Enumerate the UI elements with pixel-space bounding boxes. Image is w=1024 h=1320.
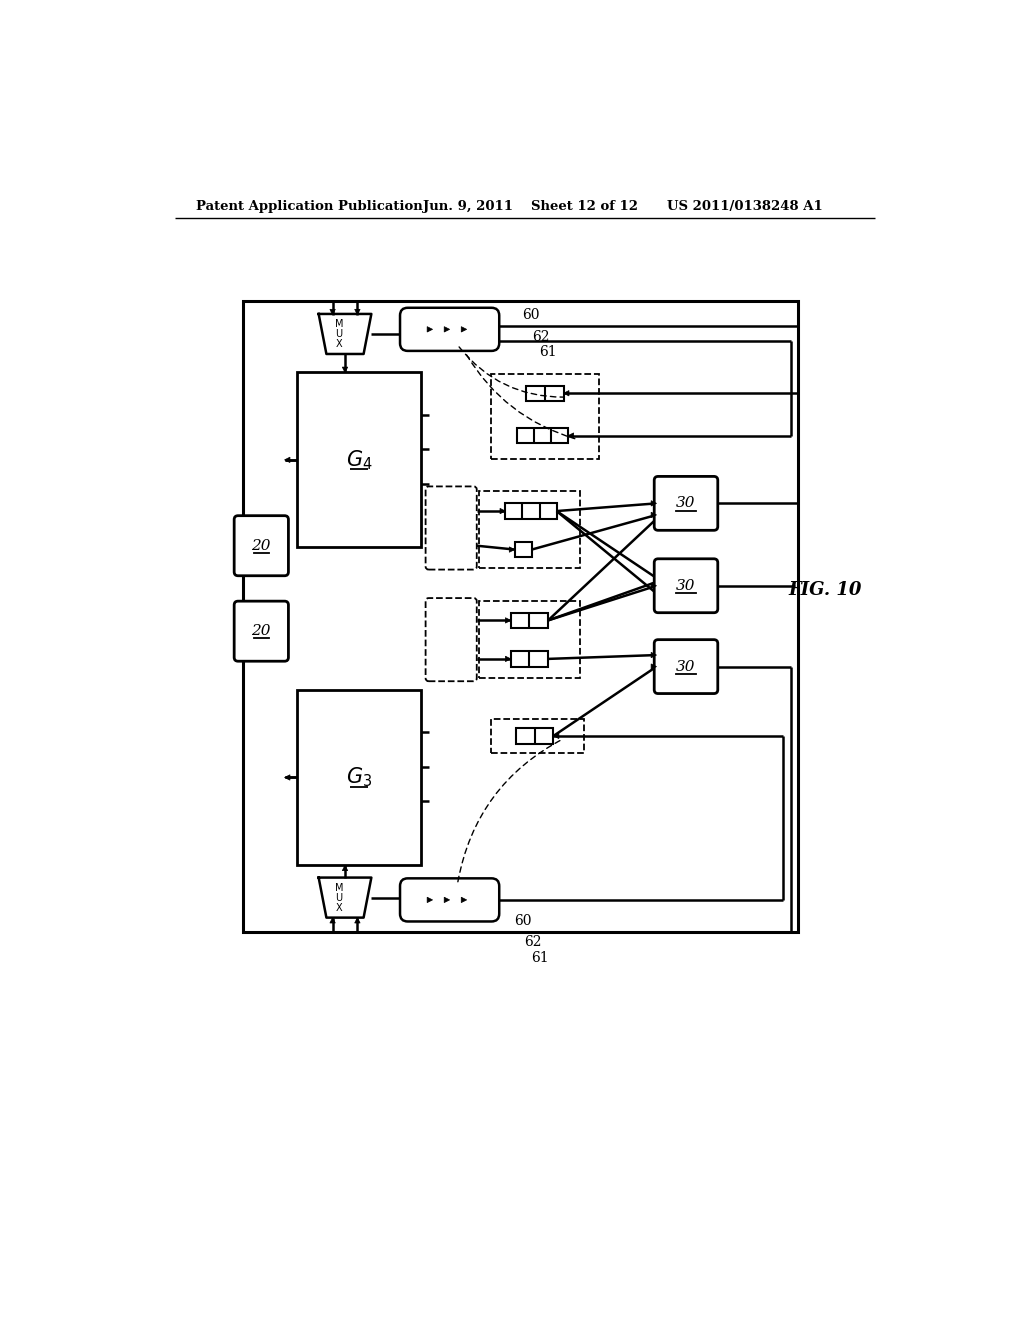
Bar xyxy=(517,428,568,444)
Polygon shape xyxy=(342,367,348,372)
Polygon shape xyxy=(509,546,515,552)
Text: Jun. 9, 2011: Jun. 9, 2011 xyxy=(423,199,512,213)
Text: M
U
X: M U X xyxy=(335,319,343,348)
Polygon shape xyxy=(500,508,506,513)
Bar xyxy=(506,503,557,519)
FancyBboxPatch shape xyxy=(654,477,718,531)
Polygon shape xyxy=(651,512,656,517)
Bar xyxy=(479,601,580,678)
Text: 30: 30 xyxy=(676,578,695,593)
Bar xyxy=(297,689,421,866)
FancyBboxPatch shape xyxy=(654,558,718,612)
Polygon shape xyxy=(285,775,290,780)
Text: 62: 62 xyxy=(532,330,550,345)
Text: 30: 30 xyxy=(676,660,695,673)
Polygon shape xyxy=(330,309,335,314)
FancyBboxPatch shape xyxy=(234,516,289,576)
FancyBboxPatch shape xyxy=(654,640,718,693)
Polygon shape xyxy=(354,917,360,923)
Bar xyxy=(526,385,563,401)
Bar xyxy=(511,612,548,628)
Polygon shape xyxy=(318,314,372,354)
Polygon shape xyxy=(318,878,372,917)
Text: FIG. 10: FIG. 10 xyxy=(788,581,862,598)
Bar xyxy=(297,372,421,548)
Polygon shape xyxy=(651,583,656,589)
Text: 60: 60 xyxy=(514,915,532,928)
Bar xyxy=(243,301,799,932)
Polygon shape xyxy=(563,391,569,396)
Text: 61: 61 xyxy=(531,950,549,965)
Polygon shape xyxy=(651,664,656,669)
Text: 61: 61 xyxy=(540,346,557,359)
Polygon shape xyxy=(506,656,511,661)
Polygon shape xyxy=(427,898,432,903)
FancyBboxPatch shape xyxy=(400,308,500,351)
FancyBboxPatch shape xyxy=(426,487,477,570)
FancyBboxPatch shape xyxy=(400,878,500,921)
Text: US 2011/0138248 A1: US 2011/0138248 A1 xyxy=(667,199,822,213)
Bar xyxy=(490,374,599,459)
Polygon shape xyxy=(461,898,467,903)
Polygon shape xyxy=(285,457,290,462)
Text: Patent Application Publication: Patent Application Publication xyxy=(197,199,423,213)
Text: 20: 20 xyxy=(252,539,271,553)
Text: 62: 62 xyxy=(524,936,542,949)
Polygon shape xyxy=(427,326,432,333)
Bar xyxy=(515,541,531,557)
Text: $G_3$: $G_3$ xyxy=(346,766,372,789)
Bar xyxy=(479,491,580,568)
Text: $G_4$: $G_4$ xyxy=(346,447,373,471)
Text: 60: 60 xyxy=(522,309,540,322)
Polygon shape xyxy=(554,733,559,739)
Polygon shape xyxy=(651,652,656,657)
FancyBboxPatch shape xyxy=(426,598,477,681)
Bar xyxy=(511,651,548,667)
Text: 20: 20 xyxy=(252,624,271,638)
Polygon shape xyxy=(330,917,335,923)
Polygon shape xyxy=(568,433,573,438)
Bar xyxy=(516,729,554,743)
Polygon shape xyxy=(342,866,348,871)
Polygon shape xyxy=(506,618,511,623)
FancyBboxPatch shape xyxy=(234,601,289,661)
Text: Sheet 12 of 12: Sheet 12 of 12 xyxy=(531,199,638,213)
Polygon shape xyxy=(444,326,450,333)
Polygon shape xyxy=(651,500,656,506)
Polygon shape xyxy=(461,326,467,333)
Text: 30: 30 xyxy=(676,496,695,511)
Text: M
U
X: M U X xyxy=(335,883,343,912)
Bar xyxy=(490,719,584,752)
Polygon shape xyxy=(444,898,450,903)
Polygon shape xyxy=(354,309,360,314)
